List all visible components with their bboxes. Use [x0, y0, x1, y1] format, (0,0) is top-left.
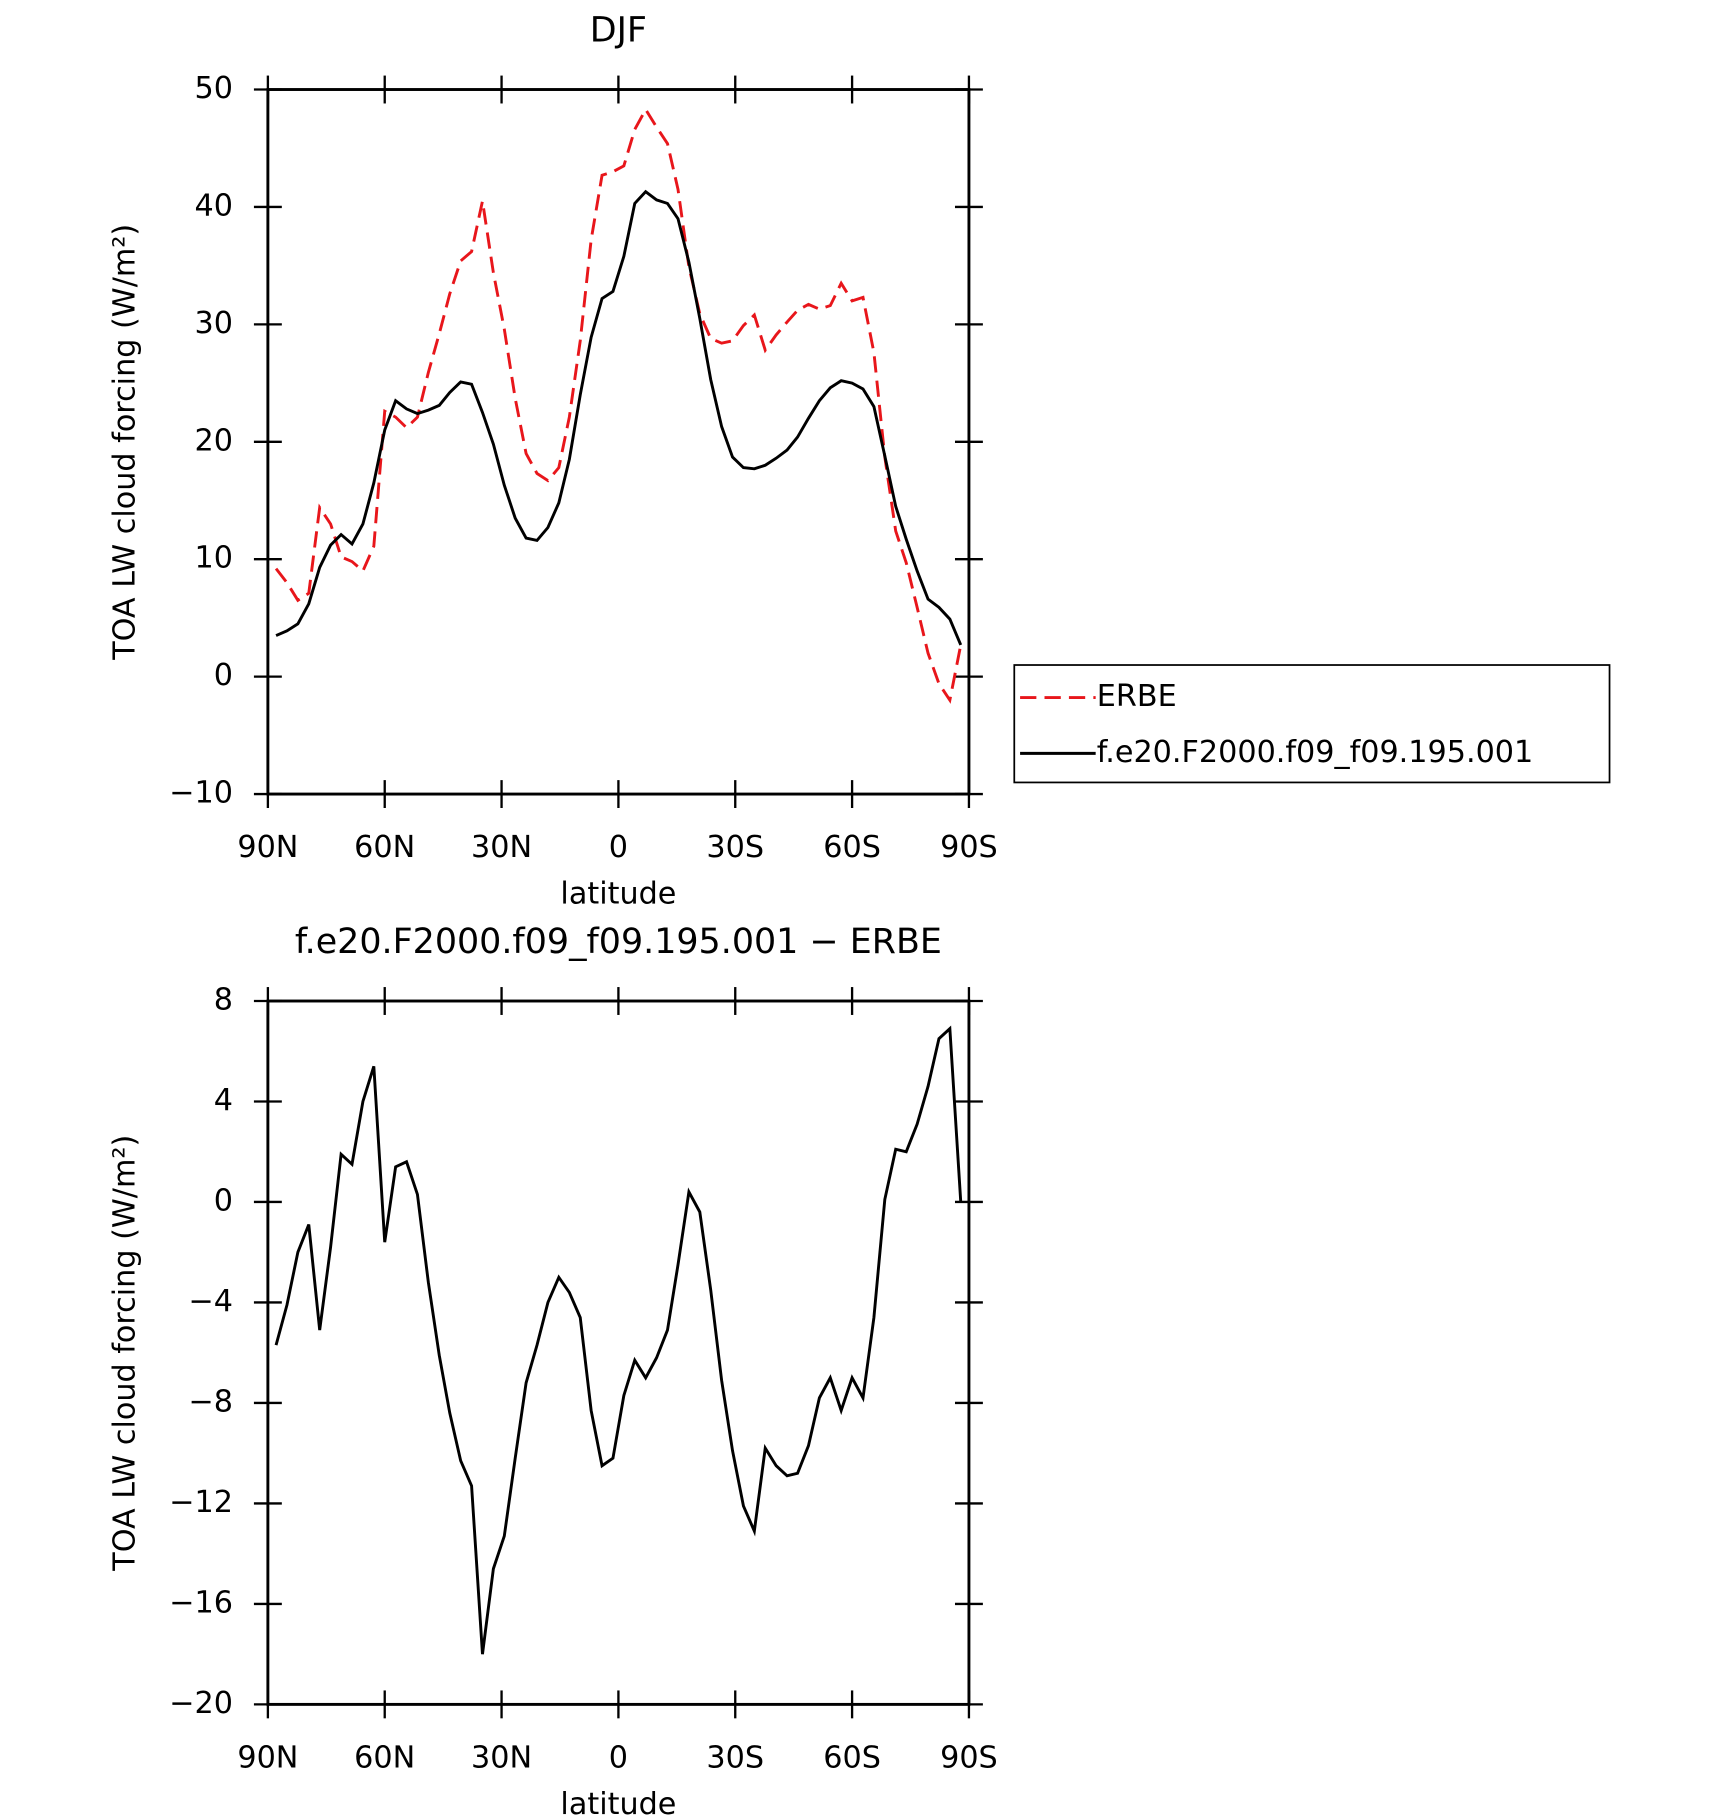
data-line — [274, 1025, 963, 1655]
y-tick-label: 8 — [214, 983, 233, 1018]
x-axis-label: latitude — [560, 877, 676, 912]
x-tick-label: 30N — [471, 1741, 532, 1776]
data-line — [274, 106, 963, 704]
x-tick-label: 60N — [354, 830, 415, 865]
data-line — [275, 189, 963, 646]
y-tick-label: −8 — [188, 1384, 233, 1419]
x-tick-label: 30N — [471, 830, 532, 865]
legend-label: ERBE — [1097, 679, 1177, 714]
y-axis-label: TOA LW cloud forcing (W/m²) — [108, 224, 143, 661]
y-tick-label: −12 — [169, 1485, 233, 1520]
x-tick-label: 90N — [237, 830, 298, 865]
y-tick-label: 4 — [214, 1083, 233, 1118]
y-tick-label: 30 — [195, 306, 233, 341]
chart-title: DJF — [590, 10, 647, 50]
x-tick-label: 90S — [940, 830, 998, 865]
chart-title: f.e20.F2000.f09_f09.195.001 − ERBE — [295, 922, 942, 962]
y-tick-label: 40 — [195, 188, 233, 223]
x-tick-label: 60S — [823, 1741, 881, 1776]
x-tick-label: 0 — [609, 830, 628, 865]
y-tick-label: 20 — [195, 423, 233, 458]
plot-frame — [266, 88, 971, 796]
x-tick-label: 60N — [354, 1741, 415, 1776]
y-axis-label: TOA LW cloud forcing (W/m²) — [108, 1135, 143, 1572]
legend-label: f.e20.F2000.f09_f09.195.001 — [1097, 735, 1533, 770]
y-tick-label: 10 — [195, 541, 233, 576]
x-tick-label: 30S — [706, 1741, 764, 1776]
y-tick-label: 50 — [195, 71, 233, 106]
y-tick-label: 0 — [214, 658, 233, 693]
x-tick-label: 90N — [237, 1741, 298, 1776]
x-tick-label: 90S — [940, 1741, 998, 1776]
x-tick-label: 60S — [823, 830, 881, 865]
y-tick-label: −10 — [169, 776, 233, 811]
x-tick-label: 30S — [706, 830, 764, 865]
y-tick-label: −20 — [169, 1686, 233, 1721]
x-tick-label: 0 — [609, 1741, 628, 1776]
y-tick-label: 0 — [214, 1183, 233, 1218]
plot-frame — [266, 999, 971, 1706]
y-tick-label: −4 — [188, 1284, 233, 1319]
legend-box — [1013, 664, 1611, 784]
x-axis-label: latitude — [560, 1787, 676, 1816]
y-tick-label: −16 — [169, 1585, 233, 1620]
